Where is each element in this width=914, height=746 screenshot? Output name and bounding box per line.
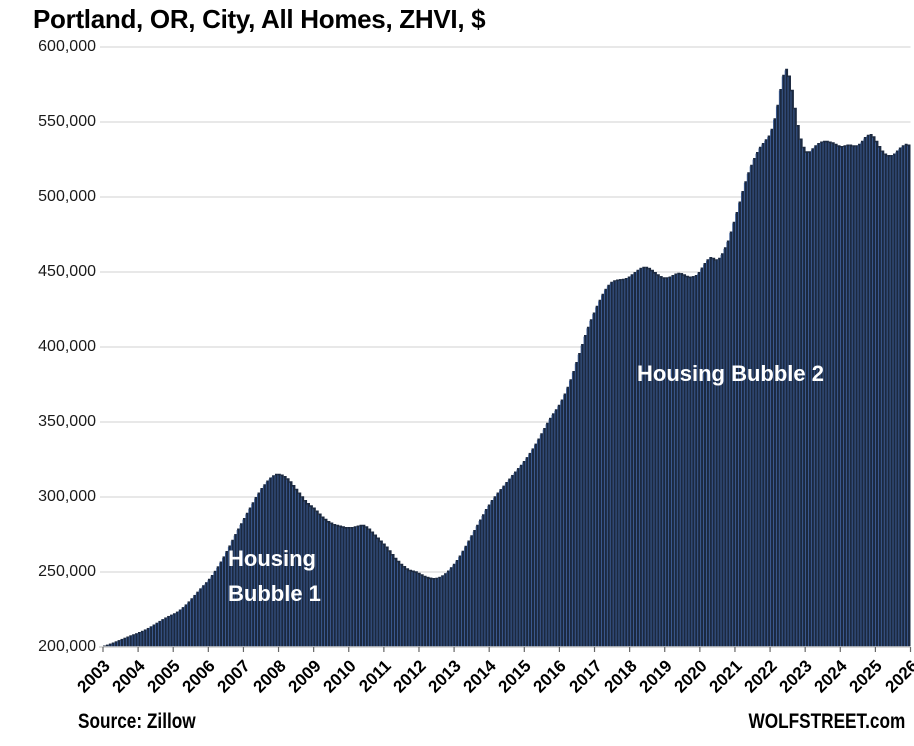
y-axis-label-550000: 550,000 bbox=[38, 113, 96, 130]
x-axis bbox=[99, 646, 912, 652]
y-axis-label-200000: 200,000 bbox=[38, 638, 96, 655]
annotation-housing-bubble-1-line2: Bubble 1 bbox=[228, 581, 321, 606]
chart-title: Portland, OR, City, All Homes, ZHVI, $ bbox=[33, 4, 486, 34]
y-axis-label-600000: 600,000 bbox=[38, 38, 96, 55]
y-axis-label-350000: 350,000 bbox=[38, 413, 96, 430]
annotation-housing-bubble-1: Housing Bubble 1 bbox=[228, 541, 321, 611]
y-axis-label-500000: 500,000 bbox=[38, 188, 96, 205]
y-axis-label-250000: 250,000 bbox=[38, 563, 96, 580]
y-axis-label-450000: 450,000 bbox=[38, 263, 96, 280]
zhvi-bars bbox=[103, 68, 911, 648]
y-axis-label-300000: 300,000 bbox=[38, 488, 96, 505]
wolfstreet-brand: WOLFSTREET.com bbox=[748, 710, 905, 733]
annotation-housing-bubble-2: Housing Bubble 2 bbox=[637, 361, 824, 386]
y-axis-label-400000: 400,000 bbox=[38, 338, 96, 355]
source-note: Source: Zillow bbox=[78, 710, 196, 733]
annotation-housing-bubble-1-line1: Housing bbox=[228, 546, 316, 571]
